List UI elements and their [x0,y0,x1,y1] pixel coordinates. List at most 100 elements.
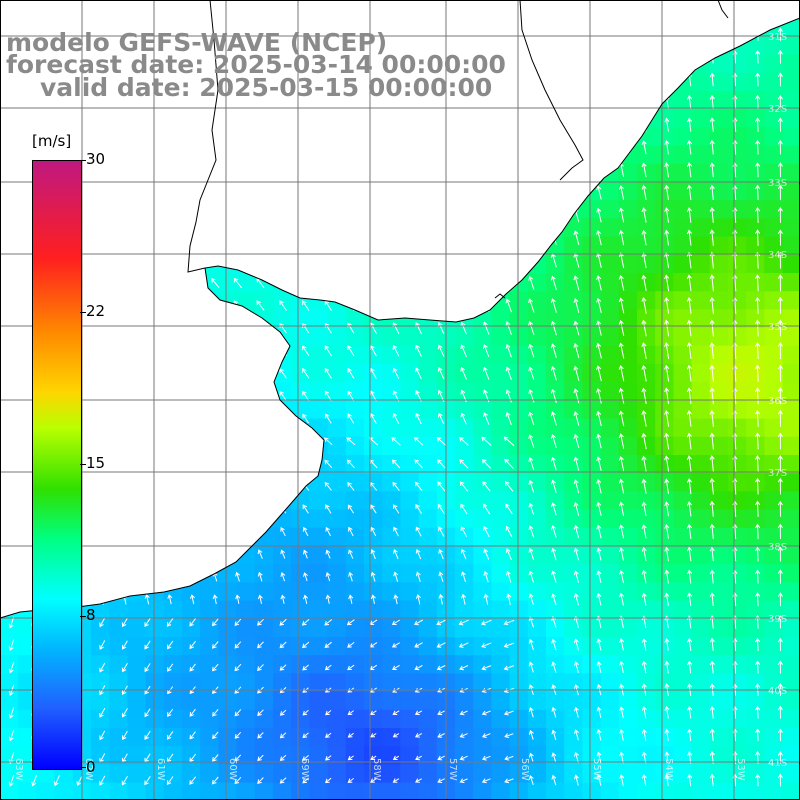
wind-arrow [596,547,602,561]
wind-cell [218,637,238,656]
wind-cell [18,782,37,800]
wind-arrow [505,503,513,515]
wind-cell [582,728,602,747]
wind-arrow [503,642,515,648]
wind-cell [327,345,347,365]
wind-arrow [777,139,783,155]
wind-cell [91,782,110,800]
wind-arrow [257,641,264,649]
wind-cell [637,764,656,784]
wind-cell [546,527,565,547]
wind-arrow [550,388,557,403]
wind-cell [709,182,729,201]
wind-cell [600,327,620,347]
wind-arrow [234,618,242,627]
wind-cell [309,637,329,656]
wind-arrow [235,571,241,582]
wind-cell [582,273,602,292]
wind-cell [618,400,638,420]
wind-arrow [436,642,446,648]
wind-cell [291,782,310,800]
wind-cell [691,291,711,310]
wind-arrow [641,638,647,651]
wind-cell [182,691,201,711]
wind-arrow [189,776,197,785]
wind-arrow [664,184,670,201]
wind-cell [746,127,765,147]
wind-arrow [709,229,715,246]
wind-arrow [777,364,783,382]
wind-arrow [573,524,580,539]
wind-arrow [709,477,715,495]
wind-arrow [481,458,492,469]
wind-cell [600,746,620,765]
wind-cell [764,345,784,365]
wind-arrow [551,547,557,561]
wind-cell [455,600,474,620]
wind-arrow [392,755,400,760]
wind-cell [127,655,147,674]
wind-cell [291,509,310,529]
wind-arrow [437,321,445,335]
wind-cell [746,637,765,656]
wind-cell [145,728,165,747]
wind-cell [764,491,784,511]
wind-arrow [755,94,761,110]
wind-arrow [212,708,219,717]
wind-cell [127,709,147,729]
wind-cell [564,728,583,747]
wind-cell [0,709,19,729]
wind-cell [218,764,238,784]
wind-cell [145,782,165,800]
wind-cell [728,746,747,765]
wind-arrow [256,300,265,311]
wind-arrow [279,390,287,401]
wind-arrow [618,207,625,223]
wind-arrow [619,774,625,786]
wind-cell [309,746,329,765]
wind-arrow [777,387,783,405]
wind-cell [746,254,765,274]
wind-cell [782,163,800,183]
wind-cell [600,364,620,383]
wind-cell [709,273,729,292]
wind-cell [491,364,511,383]
wind-arrow [777,296,783,314]
wind-cell [728,782,747,800]
wind-cell [764,764,784,784]
wind-cell [564,436,583,456]
wind-cell [655,491,674,511]
wind-arrow [76,775,83,786]
wind-cell [218,618,238,638]
wind-cell [637,673,656,693]
wind-arrow [391,459,401,469]
wind-arrow [709,387,715,405]
wind-arrow [370,413,377,424]
wind-cell [709,400,729,420]
wind-arrow [279,664,287,671]
wind-cell [200,582,219,602]
wind-cell [655,637,674,656]
wind-arrow [709,546,715,562]
wind-cell [254,582,274,602]
wind-cell [546,691,565,711]
wind-cell [746,600,765,620]
wind-cell [764,254,784,274]
wind-cell [764,600,784,620]
wind-cell [364,691,383,711]
wind-cell [309,582,329,602]
wind-arrow [458,642,469,648]
wind-cell [582,345,602,365]
wind-cell [655,582,674,602]
wind-arrow [459,755,468,761]
wind-cell [91,618,110,638]
wind-cell [527,782,547,800]
wind-arrow [686,229,692,246]
wind-cell [782,509,800,529]
wind-cell [673,618,693,638]
wind-arrow [732,251,738,269]
wind-cell [782,72,800,92]
wind-cell [491,327,511,347]
wind-cell [582,691,602,711]
wind-arrow [686,342,692,359]
